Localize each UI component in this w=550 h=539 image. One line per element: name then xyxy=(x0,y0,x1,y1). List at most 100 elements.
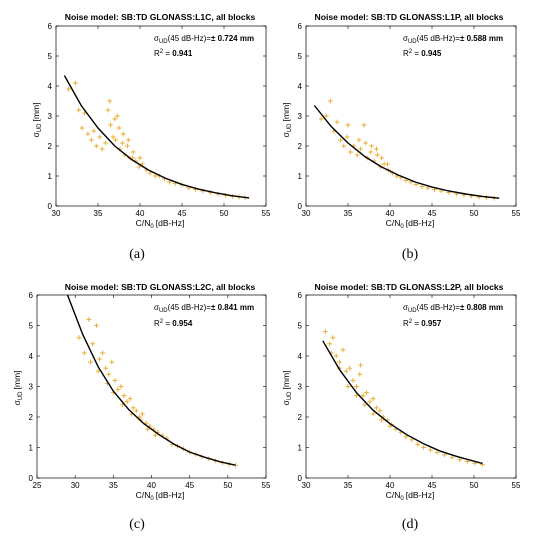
y-tick-label: 1 xyxy=(298,172,303,181)
r2-annotation: R2 = 0.945 xyxy=(403,49,442,58)
x-tick-label: 40 xyxy=(386,209,395,218)
x-tick-label: 50 xyxy=(470,209,479,218)
data-point xyxy=(81,350,87,356)
data-point xyxy=(354,393,359,399)
x-tick-label: 55 xyxy=(512,481,521,490)
data-point xyxy=(427,447,433,453)
data-point xyxy=(369,143,374,149)
y-tick-label: 0 xyxy=(298,202,303,211)
data-point xyxy=(125,137,131,143)
data-point xyxy=(340,347,346,353)
x-axis-label: C/N0 [dB-Hz] xyxy=(386,490,435,502)
data-point xyxy=(345,122,351,128)
y-axis-label: σUD[mm] xyxy=(31,102,43,137)
y-tick-label: 6 xyxy=(298,291,303,300)
data-point xyxy=(130,405,136,411)
data-point xyxy=(358,362,363,368)
data-point xyxy=(327,341,332,347)
x-tick-label: 30 xyxy=(302,209,311,218)
panel-d: Noise model: SB:TD GLONASS:L2P, all bloc… xyxy=(281,282,521,532)
x-tick-label: 45 xyxy=(185,481,194,490)
r2-annotation: R2 = 0.954 xyxy=(154,319,193,328)
data-point xyxy=(347,365,353,371)
x-tick-label: 45 xyxy=(178,209,187,218)
y-tick-label: 4 xyxy=(298,82,303,91)
data-point xyxy=(361,122,367,128)
data-point xyxy=(72,80,78,86)
data-point xyxy=(97,134,103,140)
data-point xyxy=(114,113,120,119)
y-tick-label: 4 xyxy=(298,352,303,361)
data-point xyxy=(99,146,105,152)
data-point xyxy=(419,184,425,189)
data-point xyxy=(110,134,116,140)
y-axis-label: σUD[mm] xyxy=(12,370,24,405)
y-tick-label: 5 xyxy=(29,322,34,331)
data-point xyxy=(119,140,125,146)
y-tick-label: 3 xyxy=(298,383,303,392)
x-tick-label: 40 xyxy=(386,481,395,490)
data-point xyxy=(348,149,353,155)
data-point xyxy=(86,317,92,322)
data-point xyxy=(91,128,97,134)
y-tick-label: 3 xyxy=(29,383,34,392)
y-tick-label: 3 xyxy=(48,112,53,121)
data-point xyxy=(76,335,82,341)
data-point xyxy=(103,365,109,371)
x-tick-label: 30 xyxy=(52,209,61,218)
y-tick-label: 6 xyxy=(48,22,53,31)
data-point xyxy=(152,432,158,438)
y-axis-label: σUD[mm] xyxy=(281,102,293,137)
sigma-annotation: σUD(45 dB-Hz)=± 0.724 mm xyxy=(154,34,254,45)
data-point xyxy=(107,98,113,104)
data-point xyxy=(415,442,421,447)
data-point xyxy=(350,378,356,383)
fit-curve xyxy=(322,340,483,465)
chart-title: Noise model: SB:TD GLONASS:L2P, all bloc… xyxy=(315,282,504,292)
x-tick-label: 30 xyxy=(71,481,80,490)
y-tick-label: 4 xyxy=(48,82,53,91)
fit-curve xyxy=(66,294,236,466)
y-tick-label: 2 xyxy=(48,142,53,151)
data-point xyxy=(103,140,108,146)
data-point xyxy=(327,98,333,104)
data-point xyxy=(333,353,339,359)
chart-title: Noise model: SB:TD GLONASS:L2C, all bloc… xyxy=(65,282,256,292)
data-point xyxy=(374,405,379,411)
x-tick-label: 55 xyxy=(262,209,271,218)
data-point xyxy=(79,125,85,131)
data-point xyxy=(137,155,143,161)
data-point xyxy=(118,384,124,389)
y-axis-label: σUD[mm] xyxy=(281,370,293,405)
data-point xyxy=(133,408,139,414)
data-point xyxy=(120,131,126,137)
x-axis-label: C/N0 [dB-Hz] xyxy=(386,218,435,230)
r2-annotation: R2 = 0.957 xyxy=(403,319,442,328)
data-point xyxy=(358,146,363,152)
panel-a: Noise model: SB:TD GLONASS:L1C, all bloc… xyxy=(31,12,271,262)
data-point xyxy=(127,396,133,402)
data-point xyxy=(115,387,121,392)
data-point xyxy=(362,402,368,408)
y-tick-label: 5 xyxy=(298,52,303,61)
data-point xyxy=(136,164,142,170)
x-tick-label: 55 xyxy=(262,481,271,490)
sigma-annotation: σUD(45 dB-Hz)=± 0.841 mm xyxy=(154,303,254,314)
panel-caption: (d) xyxy=(402,517,419,532)
y-tick-label: 4 xyxy=(29,352,34,361)
x-tick-label: 35 xyxy=(344,209,353,218)
r2-annotation: R2 = 0.941 xyxy=(154,49,193,58)
data-point xyxy=(379,155,384,161)
data-point xyxy=(377,408,383,414)
data-point xyxy=(338,137,343,143)
data-point xyxy=(76,107,82,113)
panel-c: Noise model: SB:TD GLONASS:L2C, all bloc… xyxy=(12,282,271,532)
panel-caption: (a) xyxy=(129,247,145,262)
data-point xyxy=(354,384,359,389)
panel-caption: (c) xyxy=(129,517,145,532)
data-point xyxy=(364,390,369,395)
x-tick-label: 45 xyxy=(428,209,437,218)
x-tick-label: 50 xyxy=(220,209,229,218)
y-tick-label: 0 xyxy=(48,202,53,211)
